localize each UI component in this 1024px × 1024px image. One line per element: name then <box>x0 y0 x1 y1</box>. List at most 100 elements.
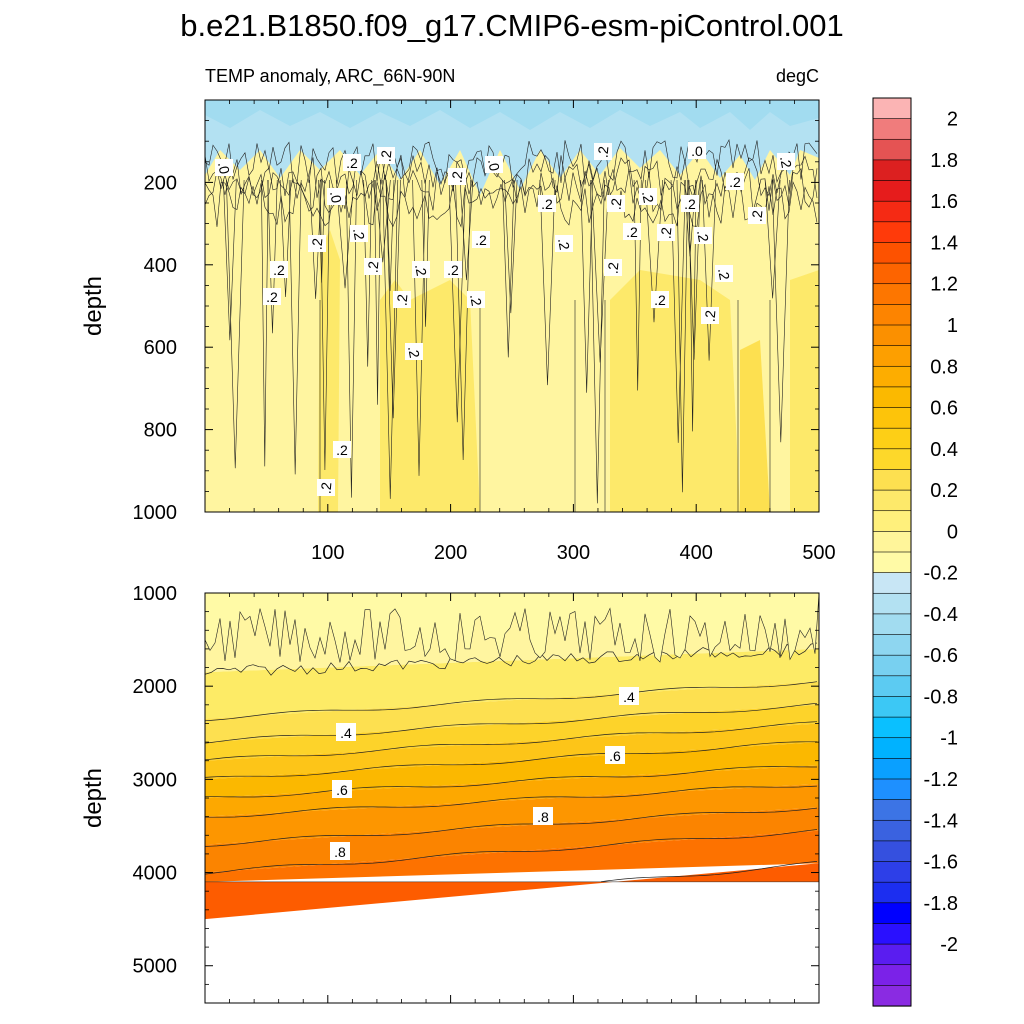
svg-text:.2: .2 <box>273 262 285 278</box>
colorbar-box <box>872 531 912 553</box>
colorbar-box <box>872 881 912 904</box>
colorbar-box <box>872 840 912 863</box>
x-tick-label: 500 <box>802 542 835 564</box>
top-warm-column-4 <box>740 340 770 512</box>
x-tick-label: 300 <box>557 542 590 564</box>
svg-text:.2: .2 <box>318 481 335 494</box>
svg-text:.2: .2 <box>336 442 348 458</box>
colorbar-label: -0.6 <box>924 645 958 667</box>
svg-text:.2: .2 <box>694 229 712 243</box>
top-contour-line <box>205 180 818 228</box>
colorbar-label: -1.6 <box>924 852 958 874</box>
colorbar-label: -0.8 <box>924 686 958 708</box>
top-contour-line <box>591 179 609 363</box>
contour-label: .2 <box>538 195 556 212</box>
colorbar-box <box>872 613 912 636</box>
contour-label: .2 <box>694 227 712 244</box>
colorbar-label: -1.8 <box>924 893 958 915</box>
contour-label: .2 <box>623 223 641 240</box>
bottom-band <box>205 765 819 817</box>
contour-label: .8 <box>533 807 553 825</box>
svg-text:.2: .2 <box>729 174 741 190</box>
top-contour-line <box>382 179 399 499</box>
top-contour-line <box>205 139 818 185</box>
svg-text:.6: .6 <box>336 782 348 798</box>
y-tick-label: 5000 <box>133 956 178 978</box>
bottom-contour-bands <box>205 593 819 920</box>
svg-text:.2: .2 <box>378 149 395 162</box>
svg-text:.2: .2 <box>777 155 795 169</box>
svg-text:.4: .4 <box>340 725 352 741</box>
colorbar-box <box>872 97 912 120</box>
contour-label: .2 <box>270 261 288 278</box>
top-ylabel: depth <box>80 276 107 336</box>
colorbar-box <box>872 923 912 945</box>
y-tick-label: 4000 <box>133 863 178 885</box>
top-contour-line <box>771 179 790 443</box>
bottom-band <box>205 704 819 761</box>
colorbar-label: 0.4 <box>930 439 958 461</box>
colorbar-box <box>872 592 912 615</box>
top-contour-line <box>504 179 518 314</box>
svg-text:.2: .2 <box>626 224 638 240</box>
svg-text:.2: .2 <box>605 261 622 274</box>
top-contour-line <box>385 179 401 419</box>
contour-label: .2 <box>405 343 423 360</box>
contour-label: .2 <box>308 235 326 252</box>
svg-text:.2: .2 <box>346 155 358 171</box>
svg-text:.2: .2 <box>447 262 459 278</box>
colorbar-box <box>872 943 912 966</box>
colorbar-box <box>872 427 912 450</box>
x-tick-label: 400 <box>680 542 713 564</box>
top-warm-column-3 <box>610 270 740 512</box>
contour-label: .2 <box>726 173 744 190</box>
colorbar-label: 1.6 <box>930 191 958 213</box>
svg-text:.0: .0 <box>215 161 233 175</box>
bottom-band <box>205 723 819 780</box>
svg-text:.2: .2 <box>555 237 573 251</box>
y-tick-label: 3000 <box>133 769 178 791</box>
contour-label: .0 <box>688 142 706 159</box>
bottom-contour-line <box>205 702 818 744</box>
contour-label: .2 <box>377 147 395 164</box>
bottom-contour-labels: .4 .4 .6 .6 .8 .8 <box>330 687 639 860</box>
contour-label: .2 <box>715 265 733 282</box>
top-contour-line <box>688 179 697 432</box>
colorbar-box <box>872 654 912 677</box>
colorbar-box <box>872 469 912 491</box>
colorbar-label: 0.8 <box>930 356 958 378</box>
colorbar-box <box>872 819 912 842</box>
svg-text:.2: .2 <box>475 232 487 248</box>
bottom-contour-line <box>205 766 817 798</box>
contour-label: .2 <box>448 168 466 185</box>
top-contour-line <box>279 179 292 298</box>
colorbar-box <box>872 283 912 305</box>
contour-label: .0 <box>215 159 233 176</box>
svg-text:.2: .2 <box>365 260 382 273</box>
top-contour-line <box>223 179 237 341</box>
top-contour-line <box>580 179 593 393</box>
colorbar-box <box>872 242 912 264</box>
top-contour-line <box>374 179 381 405</box>
colorbar-box <box>872 634 912 656</box>
colorbar-box <box>872 572 912 594</box>
y-tick-label: 200 <box>144 172 177 194</box>
svg-text:.2: .2 <box>467 293 485 307</box>
svg-text:.2: .2 <box>350 227 368 241</box>
svg-text:.2: .2 <box>309 237 326 250</box>
colorbar-box <box>872 118 912 140</box>
bottom-band <box>205 784 819 845</box>
colorbar-box <box>872 737 912 759</box>
bottom-band <box>205 807 819 873</box>
contour-label: .2 <box>333 441 351 458</box>
contour-label: .4 <box>619 687 639 705</box>
top-contour-line <box>226 179 245 469</box>
top-contour-line <box>670 179 686 443</box>
colorbar-label: 2 <box>947 109 958 131</box>
bottom-upper-region <box>205 593 819 663</box>
svg-text:.6: .6 <box>609 748 621 764</box>
top-cold-layer <box>205 100 819 195</box>
colorbar-box <box>872 799 912 821</box>
top-contour-line <box>385 179 395 291</box>
bottom-ylabel: depth <box>80 768 107 828</box>
